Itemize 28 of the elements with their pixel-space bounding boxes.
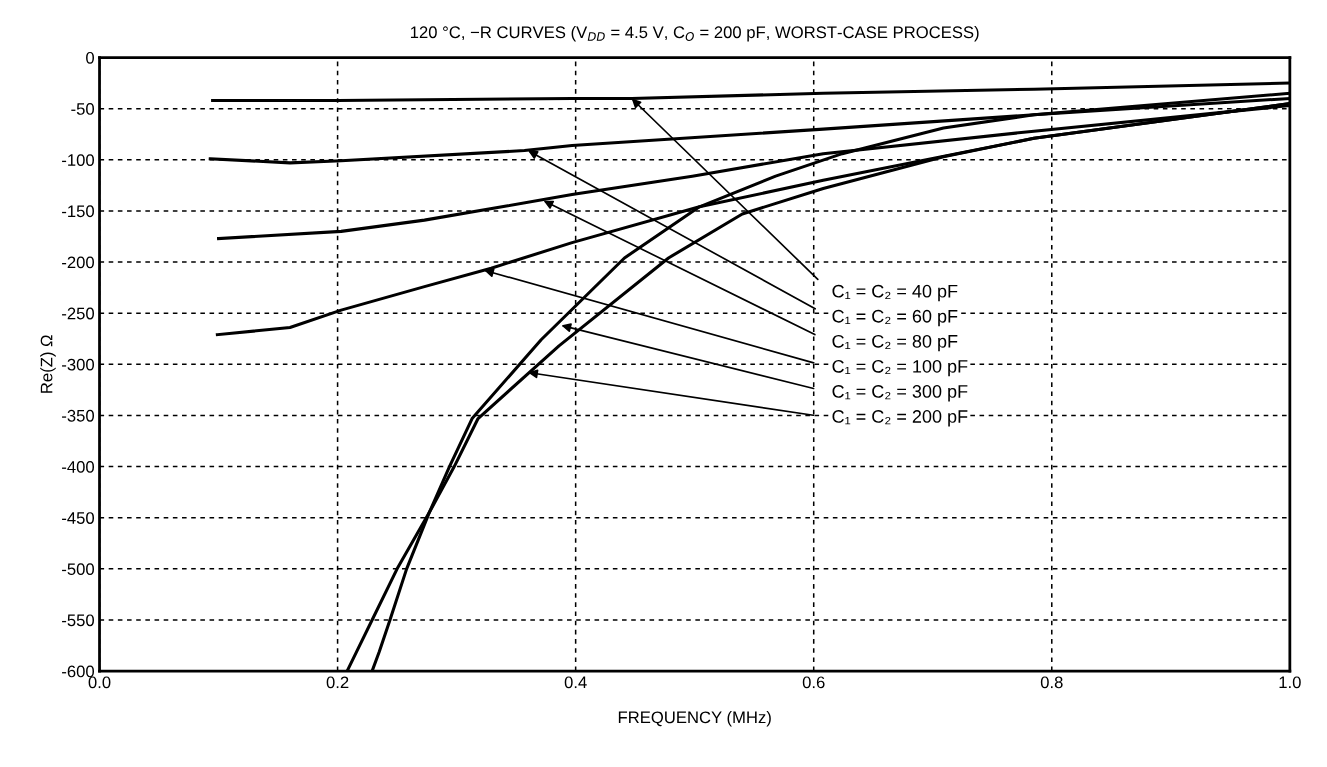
annotation: C₁ = C₂ = 60 pF — [832, 309, 958, 327]
y-tick-label: -550 — [62, 614, 95, 627]
y-tick-label: -350 — [62, 409, 95, 422]
annotation: C₁ = C₂ = 200 pF — [832, 410, 968, 427]
x-tick-label: 0.8 — [1040, 676, 1063, 689]
annotation: C₁ = C₂ = 80 pF — [832, 334, 958, 352]
x-tick-label: 1.0 — [1279, 676, 1301, 689]
annotation: C₁ = C₂ = 300 pF — [832, 385, 968, 402]
y-tick-label: -250 — [62, 307, 95, 320]
y-tick-label: -200 — [62, 256, 95, 269]
y-tick-label: -150 — [62, 205, 95, 218]
y-tick-label: -400 — [62, 460, 95, 473]
x-tick-label: 0.4 — [564, 676, 587, 689]
y-tick-label: -600 — [62, 665, 95, 678]
y-tick-label: -300 — [62, 358, 95, 371]
annotation: C₁ = C₂ = 40 pF — [832, 284, 958, 302]
chart-title: 120 °C, −R CURVES (V$_{DD}$ = 4.5 V, C$_{O}$ = 200 pF, WORST-CASE PROCESS) — [410, 25, 979, 42]
y-axis-title: Re(Z) Ω — [40, 335, 56, 393]
x-axis-title: FREQUENCY (MHz) — [618, 710, 771, 727]
y-tick-label: -500 — [62, 563, 95, 576]
x-tick-label: 0.6 — [802, 676, 825, 689]
x-tick-label: 0.2 — [326, 676, 349, 689]
y-tick-label: 0 — [86, 51, 95, 64]
x-tick-label: 0.0 — [88, 676, 111, 689]
y-tick-label: -50 — [71, 103, 95, 115]
annotation: C₁ = C₂ = 100 pF — [832, 359, 968, 377]
y-tick-label: -450 — [62, 512, 95, 524]
y-tick-label: -100 — [62, 154, 95, 166]
